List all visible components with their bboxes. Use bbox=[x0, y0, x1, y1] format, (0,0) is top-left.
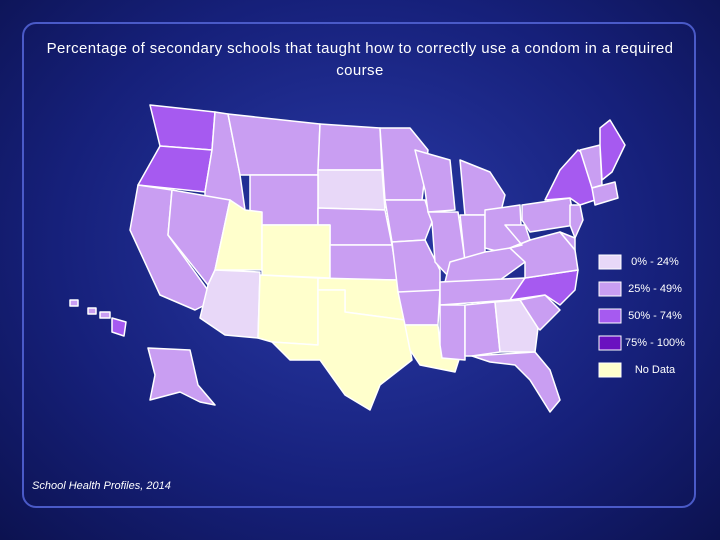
state bbox=[261, 224, 331, 279]
state bbox=[257, 274, 319, 346]
state bbox=[69, 299, 79, 307]
source: School Health Profiles, 2014 bbox=[32, 480, 171, 492]
state bbox=[137, 145, 213, 193]
legend-label: 75% - 100% bbox=[625, 337, 685, 349]
state bbox=[271, 289, 413, 411]
legend-label: No Data bbox=[635, 364, 676, 376]
state bbox=[404, 324, 463, 373]
state bbox=[569, 204, 584, 239]
legend-label: 0% - 24% bbox=[631, 256, 679, 268]
state bbox=[149, 104, 216, 151]
legend-swatch bbox=[598, 335, 622, 351]
state bbox=[87, 307, 97, 315]
legend-label: 50% - 74% bbox=[628, 310, 682, 322]
state bbox=[99, 311, 111, 319]
state bbox=[459, 159, 506, 216]
state bbox=[559, 231, 576, 251]
state bbox=[509, 231, 579, 279]
state bbox=[397, 289, 441, 326]
state bbox=[329, 244, 399, 281]
state bbox=[317, 169, 386, 211]
state bbox=[147, 347, 216, 406]
state bbox=[439, 304, 466, 361]
state bbox=[111, 317, 127, 337]
state bbox=[464, 301, 501, 357]
title: Percentage of secondary schools that tau… bbox=[46, 40, 674, 79]
state bbox=[521, 197, 576, 233]
state bbox=[599, 119, 626, 181]
state bbox=[504, 224, 531, 249]
state bbox=[391, 239, 441, 296]
legend-swatch bbox=[598, 308, 622, 324]
panel bbox=[22, 22, 696, 508]
state bbox=[471, 351, 561, 413]
legend-label: 25% - 49% bbox=[628, 283, 682, 295]
legend-swatch bbox=[598, 281, 622, 297]
legend-swatch bbox=[598, 362, 622, 378]
state bbox=[414, 149, 456, 213]
state bbox=[227, 113, 321, 176]
state bbox=[591, 181, 619, 206]
state bbox=[199, 269, 261, 339]
state bbox=[317, 123, 383, 171]
legend-swatch bbox=[598, 254, 622, 270]
states bbox=[69, 104, 626, 413]
state bbox=[494, 299, 539, 353]
state bbox=[384, 199, 433, 243]
